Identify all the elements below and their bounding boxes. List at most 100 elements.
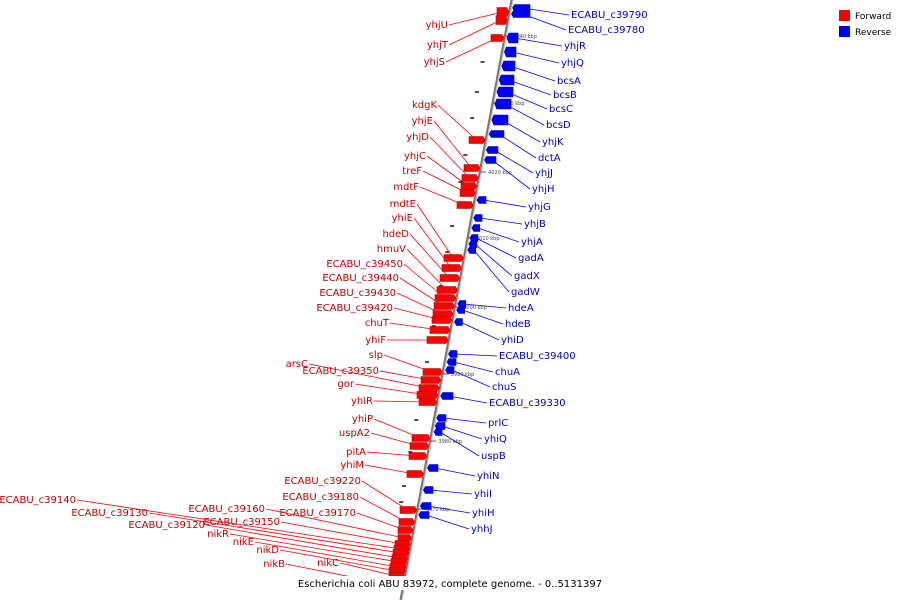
forward-gene-hdeD[interactable]: hdeD [382, 229, 460, 282]
reverse-gene-block[interactable] [420, 502, 432, 510]
forward-gene-label[interactable]: yhiP [352, 414, 373, 425]
reverse-gene-block[interactable] [476, 196, 487, 204]
reverse-gene-label[interactable]: yhjG [528, 202, 551, 213]
forward-gene-block[interactable] [461, 174, 479, 182]
forward-gene-block[interactable] [436, 286, 458, 294]
forward-gene-label[interactable]: ECABU_c39150 [203, 517, 280, 528]
reverse-gene-label[interactable]: gadW [511, 287, 540, 298]
forward-gene-label[interactable]: yhiM [340, 460, 364, 471]
forward-gene-ECABU_c39420[interactable]: ECABU_c39420 [316, 303, 453, 324]
forward-gene-yhiM[interactable]: yhiM [340, 460, 424, 478]
reverse-gene-block[interactable] [506, 32, 519, 44]
forward-gene-label[interactable]: hdeD [382, 229, 409, 240]
forward-gene-label[interactable]: ECABU_c39180 [282, 492, 359, 503]
forward-gene-label[interactable]: uspA2 [339, 428, 370, 439]
reverse-gene-block[interactable] [488, 130, 505, 138]
reverse-gene-chuA[interactable]: chuA [446, 358, 520, 379]
forward-gene-ECABU_c39220[interactable]: ECABU_c39220 [284, 476, 417, 514]
forward-gene-block[interactable] [495, 15, 508, 25]
forward-gene-label[interactable]: nikB [263, 559, 285, 570]
forward-gene-label[interactable]: nikE [233, 537, 254, 548]
forward-gene-block[interactable] [409, 442, 429, 450]
forward-gene-label[interactable]: ECABU_c39220 [284, 476, 361, 487]
forward-gene-ECABU_c39440[interactable]: ECABU_c39440 [322, 273, 455, 310]
reverse-gene-prlC[interactable]: prlC [436, 414, 509, 430]
forward-gene-chuT[interactable]: chuT [365, 318, 451, 334]
reverse-gene-block[interactable] [498, 74, 515, 86]
reverse-gene-label[interactable]: bcsC [549, 104, 573, 115]
forward-gene-block[interactable] [397, 526, 414, 534]
forward-gene-block[interactable] [426, 336, 449, 344]
reverse-gene-ECABU_c39400[interactable]: ECABU_c39400 [448, 350, 576, 363]
reverse-gene-gadX[interactable]: gadX [468, 240, 540, 283]
forward-gene-mdtE[interactable]: mdtE [390, 199, 464, 262]
reverse-gene-label[interactable]: ECABU_c39780 [568, 25, 645, 36]
reverse-gene-block[interactable] [494, 98, 512, 110]
forward-gene-yhjC[interactable]: yhjC [404, 151, 477, 190]
forward-gene-label[interactable]: yhjS [424, 57, 445, 68]
reverse-gene-label[interactable]: yhjA [521, 237, 543, 248]
reverse-gene-yhjQ[interactable]: yhjQ [504, 46, 584, 69]
reverse-gene-label[interactable]: bcsB [553, 90, 577, 101]
forward-gene-yhjD[interactable]: yhjD [406, 132, 479, 182]
reverse-gene-yhjR[interactable]: yhjR [506, 32, 586, 52]
reverse-gene-yhjK[interactable]: yhjK [491, 114, 564, 148]
forward-gene-label[interactable]: pitA [346, 447, 366, 458]
forward-gene-yhiE[interactable]: yhiE [392, 213, 462, 272]
forward-gene-label[interactable]: ECABU_c39140 [0, 495, 76, 506]
reverse-gene-uspB[interactable]: uspB [433, 428, 506, 463]
forward-gene-ECABU_c39180[interactable]: ECABU_c39180 [282, 492, 415, 526]
reverse-gene-block[interactable] [484, 156, 497, 164]
forward-gene-label[interactable]: gor [337, 379, 354, 390]
forward-gene-label[interactable]: arsC [286, 359, 308, 370]
reverse-gene-block[interactable] [436, 414, 447, 422]
reverse-gene-label[interactable]: uspB [481, 451, 506, 462]
forward-gene-yhjU[interactable]: yhjU [426, 7, 510, 32]
reverse-gene-ECABU_c39790[interactable]: ECABU_c39790 [512, 4, 648, 22]
reverse-gene-block[interactable] [445, 366, 455, 374]
reverse-gene-label[interactable]: yhiH [472, 508, 495, 519]
reverse-gene-chuS[interactable]: chuS [445, 366, 517, 394]
forward-gene-gor[interactable]: gor [337, 379, 439, 399]
forward-gene-block[interactable] [460, 182, 477, 190]
forward-gene-yhiP[interactable]: yhiP [352, 414, 431, 442]
reverse-gene-block[interactable] [433, 428, 443, 436]
forward-gene-label[interactable]: ECABU_c39130 [71, 508, 148, 519]
forward-gene-label[interactable]: ECABU_c39120 [128, 520, 205, 531]
forward-gene-label[interactable]: yhjT [427, 40, 449, 51]
forward-gene-uspA2[interactable]: uspA2 [339, 428, 429, 450]
forward-gene-block[interactable] [429, 326, 451, 334]
reverse-gene-block[interactable] [427, 464, 439, 472]
forward-gene-label[interactable]: hmuV [377, 244, 406, 255]
forward-gene-ECABU_c39450[interactable]: ECABU_c39450 [326, 259, 457, 302]
reverse-gene-bcsD[interactable]: bcsD [494, 98, 571, 131]
forward-gene-label[interactable]: yhiE [392, 213, 413, 224]
forward-gene-block[interactable] [431, 316, 453, 324]
forward-gene-yhjE[interactable]: yhjE [412, 116, 481, 172]
reverse-gene-bcsA[interactable]: bcsA [501, 60, 581, 87]
reverse-gene-yhjA[interactable]: yhjA [471, 224, 543, 249]
reverse-gene-label[interactable]: yhiN [477, 471, 500, 482]
reverse-gene-label[interactable]: gadX [514, 271, 540, 282]
reverse-gene-yhiN[interactable]: yhiN [427, 464, 500, 483]
forward-gene-block[interactable] [433, 302, 455, 310]
forward-gene-block[interactable] [420, 376, 442, 384]
reverse-gene-yhjG[interactable]: yhjG [476, 196, 551, 214]
forward-gene-label[interactable]: yhiR [351, 396, 373, 407]
reverse-gene-ECABU_c39330[interactable]: ECABU_c39330 [440, 392, 566, 410]
forward-gene-slp[interactable]: slp [369, 350, 443, 376]
reverse-gene-label[interactable]: hdeB [505, 319, 531, 330]
forward-gene-pitA[interactable]: pitA [346, 447, 427, 460]
reverse-gene-block[interactable] [440, 392, 454, 400]
reverse-gene-block[interactable] [467, 246, 477, 254]
reverse-gene-block[interactable] [491, 114, 509, 126]
forward-gene-label[interactable]: yhjC [404, 151, 426, 162]
reverse-gene-yhiI[interactable]: yhiI [423, 486, 492, 501]
forward-gene-block[interactable] [439, 274, 460, 282]
forward-gene-ECABU_c39430[interactable]: ECABU_c39430 [319, 288, 454, 318]
reverse-gene-block[interactable] [501, 60, 516, 72]
forward-gene-block[interactable] [468, 136, 486, 144]
forward-gene-block[interactable] [416, 391, 439, 399]
forward-gene-label[interactable]: yhjE [412, 116, 433, 127]
forward-gene-label[interactable]: yhjU [426, 20, 448, 31]
